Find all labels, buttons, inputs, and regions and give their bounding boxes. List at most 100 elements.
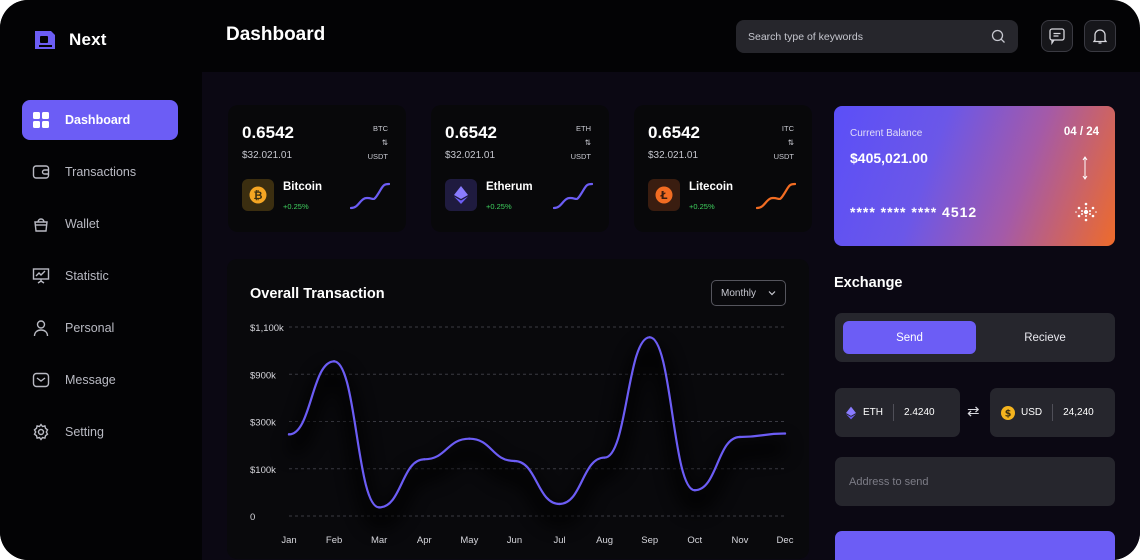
coin-usd-value: $32.021.01 bbox=[242, 150, 293, 161]
balance-amount: $405,021.00 bbox=[850, 150, 928, 166]
bell-icon bbox=[1092, 29, 1108, 44]
search-icon[interactable] bbox=[991, 29, 1006, 44]
address-input[interactable] bbox=[835, 457, 1115, 506]
coin-card-ethereum[interactable]: 0.6542 $32.021.01 ETH ⇅ USDT Etherum +0.… bbox=[431, 105, 609, 232]
grid-icon bbox=[33, 112, 49, 128]
sidebar-item-dashboard[interactable]: Dashboard bbox=[22, 100, 178, 140]
divider bbox=[1052, 404, 1054, 421]
sparkline bbox=[553, 182, 593, 210]
sidebar-item-message[interactable]: Message bbox=[22, 360, 178, 400]
from-currency-field[interactable]: ETH 2.4240 bbox=[835, 388, 960, 437]
swap-icon[interactable]: ⇄ bbox=[967, 403, 980, 420]
data-point bbox=[603, 456, 606, 459]
sidebar: Next Dashboard Transactions Wallet Stati… bbox=[0, 0, 202, 560]
coin-usd-value: $32.021.01 bbox=[648, 150, 699, 161]
to-currency-field[interactable]: $ USD 24,240 bbox=[990, 388, 1115, 437]
sidebar-item-transactions[interactable]: Transactions bbox=[22, 152, 178, 192]
chart-title: Overall Transaction bbox=[250, 286, 385, 302]
logo[interactable]: Next bbox=[33, 28, 107, 52]
receive-tab[interactable]: Recieve bbox=[1024, 331, 1066, 344]
svg-text:$: $ bbox=[1005, 408, 1012, 419]
card-expiry: 04 / 24 bbox=[1063, 126, 1099, 138]
x-tick-label: Nov bbox=[731, 535, 748, 546]
series-line bbox=[287, 336, 787, 509]
x-tick-label: Sep bbox=[641, 535, 658, 546]
to-currency-code: USD bbox=[1021, 407, 1043, 418]
bitcoin-icon: ₿ bbox=[242, 179, 274, 211]
y-tick-label: $900k bbox=[250, 370, 276, 381]
data-point bbox=[783, 432, 787, 435]
coin-quote: USDT bbox=[367, 152, 388, 161]
search-input[interactable] bbox=[748, 30, 991, 43]
sidebar-item-wallet[interactable]: Wallet bbox=[22, 204, 178, 244]
sidebar-item-label: Personal bbox=[65, 321, 115, 335]
sidebar-item-label: Statistic bbox=[65, 269, 109, 283]
coin-base: BTC bbox=[373, 124, 388, 133]
overall-transaction-panel: Overall Transaction Monthly $1,100k $900k… bbox=[227, 259, 809, 559]
from-currency-code: ETH bbox=[863, 407, 883, 418]
x-tick-label: Dec bbox=[777, 535, 794, 546]
svg-text:₿: ₿ bbox=[254, 189, 263, 202]
coin-base: ITC bbox=[781, 124, 794, 133]
coin-quote: USDT bbox=[570, 152, 591, 161]
swap-arrows-icon: ⇅ bbox=[787, 138, 794, 147]
sidebar-item-label: Wallet bbox=[65, 217, 100, 231]
svg-text:Ł: Ł bbox=[659, 189, 667, 202]
app-name: Next bbox=[69, 30, 107, 49]
sidebar-item-label: Setting bbox=[65, 425, 104, 439]
transaction-line-chart: $1,100k $900k $300k $100k 0 Jan Feb Mar Apr May Ju… bbox=[250, 323, 794, 546]
sidebar-item-setting[interactable]: Setting bbox=[22, 412, 178, 452]
user-icon bbox=[33, 320, 49, 337]
sidebar-item-personal[interactable]: Personal bbox=[22, 308, 178, 348]
card-number: **** **** **** 4512 bbox=[850, 204, 978, 220]
notifications-button[interactable] bbox=[1084, 20, 1116, 52]
exchange-submit-button[interactable] bbox=[835, 531, 1115, 560]
data-point bbox=[287, 433, 291, 436]
from-amount: 2.4240 bbox=[904, 407, 935, 418]
coin-amount: 0.6542 bbox=[648, 123, 700, 142]
sidebar-item-statistic[interactable]: Statistic bbox=[22, 256, 178, 296]
mail-icon bbox=[32, 372, 50, 388]
sidebar-item-label: Dashboard bbox=[65, 113, 131, 127]
series-shadow bbox=[287, 344, 786, 529]
data-point bbox=[558, 502, 561, 506]
wallet-card-icon bbox=[32, 165, 50, 179]
sidebar-item-label: Message bbox=[65, 373, 116, 387]
presentation-chart-icon bbox=[32, 268, 50, 284]
send-receive-toggle: Send Recieve bbox=[835, 313, 1115, 362]
data-point bbox=[332, 360, 336, 363]
balance-label: Current Balance bbox=[850, 128, 923, 139]
litecoin-icon: Ł bbox=[648, 179, 680, 211]
gear-icon bbox=[33, 423, 49, 441]
coin-name: Etherum bbox=[486, 181, 533, 193]
x-tick-label: Mar bbox=[371, 535, 387, 546]
coin-card-bitcoin[interactable]: 0.6542 $32.021.01 BTC ⇅ USDT ₿ Bitcoin +… bbox=[228, 105, 406, 232]
y-tick-label: $300k bbox=[250, 418, 276, 429]
data-point bbox=[468, 437, 471, 440]
coin-card-litecoin[interactable]: 0.6542 $32.021.01 ITC ⇅ USDT Ł Litecoin … bbox=[634, 105, 812, 232]
data-point bbox=[693, 489, 697, 492]
divider bbox=[893, 404, 894, 421]
balance-card[interactable]: Current Balance $405,021.00 04 / 24 ****… bbox=[834, 106, 1115, 246]
data-point bbox=[377, 506, 381, 509]
sparkline bbox=[756, 182, 796, 210]
messages-button[interactable] bbox=[1041, 20, 1073, 52]
send-tab[interactable]: Send bbox=[843, 321, 976, 354]
vertical-arrows-icon bbox=[1082, 156, 1088, 180]
ethereum-icon bbox=[445, 179, 477, 211]
period-select-value: Monthly bbox=[721, 287, 757, 299]
chevron-down-icon bbox=[768, 291, 776, 296]
period-select[interactable]: Monthly bbox=[711, 280, 786, 306]
x-tick-label: Feb bbox=[326, 535, 342, 546]
sparkline bbox=[350, 182, 390, 210]
coin-usd-value: $32.021.01 bbox=[445, 150, 496, 161]
coin-name: Bitcoin bbox=[283, 181, 322, 193]
bag-icon bbox=[34, 218, 48, 232]
exchange-title: Exchange bbox=[834, 275, 903, 291]
coin-amount: 0.6542 bbox=[445, 123, 497, 142]
y-tick-label: $1,100k bbox=[250, 323, 284, 334]
coin-quote: USDT bbox=[773, 152, 794, 161]
ethereum-icon bbox=[846, 406, 856, 419]
data-point bbox=[513, 459, 516, 463]
